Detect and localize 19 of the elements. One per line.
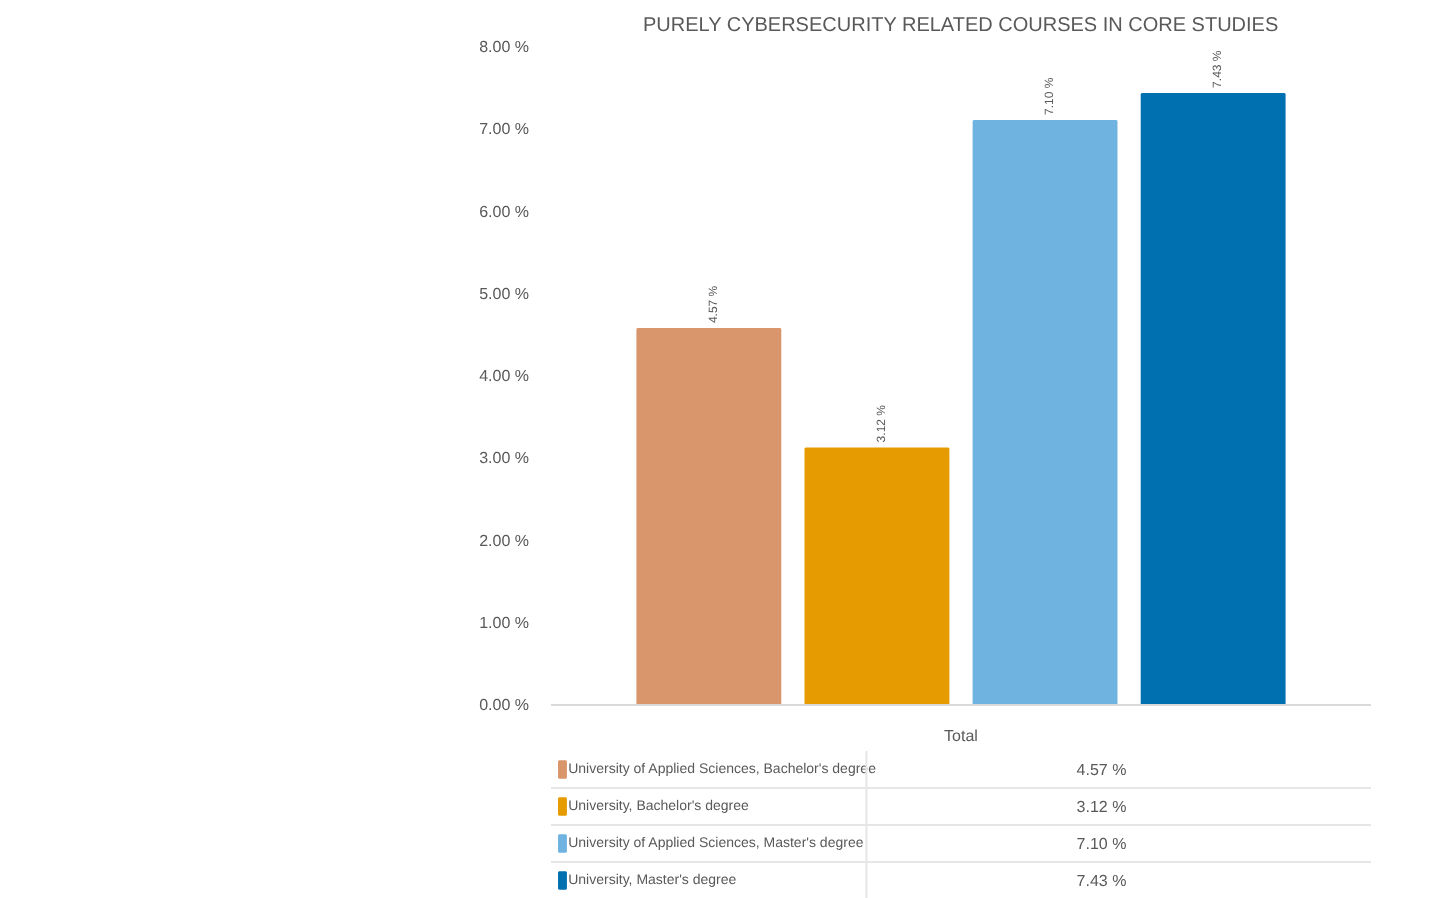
y-tick-label: 5.00 %	[479, 284, 529, 303]
x-tick-label: Total	[944, 727, 979, 745]
y-tick-label: 0.00 %	[479, 696, 529, 714]
y-tick-label: 2.00 %	[479, 531, 529, 550]
bar	[804, 447, 950, 705]
y-tick-label: 8.00 %	[479, 38, 529, 56]
y-tick-label: 3.00 %	[479, 449, 529, 468]
y-tick-label: 7.00 %	[479, 120, 529, 139]
bar	[636, 328, 782, 705]
bar	[1140, 92, 1286, 705]
y-tick-label: 4.00 %	[479, 367, 529, 385]
text: 7.10 %	[1076, 834, 1127, 853]
text: 4.57 %	[1076, 760, 1127, 779]
y-tick-label: 6.00 %	[479, 202, 529, 221]
text: 3.12 %	[1076, 797, 1127, 816]
y-tick-label: 1.00 %	[479, 613, 529, 632]
text: 7.43 %	[1076, 871, 1127, 890]
bar	[972, 120, 1118, 705]
chart-title: PURELY CYBERSECURITY RELATED COURSES IN CORE STUDIES	[642, 15, 1279, 37]
